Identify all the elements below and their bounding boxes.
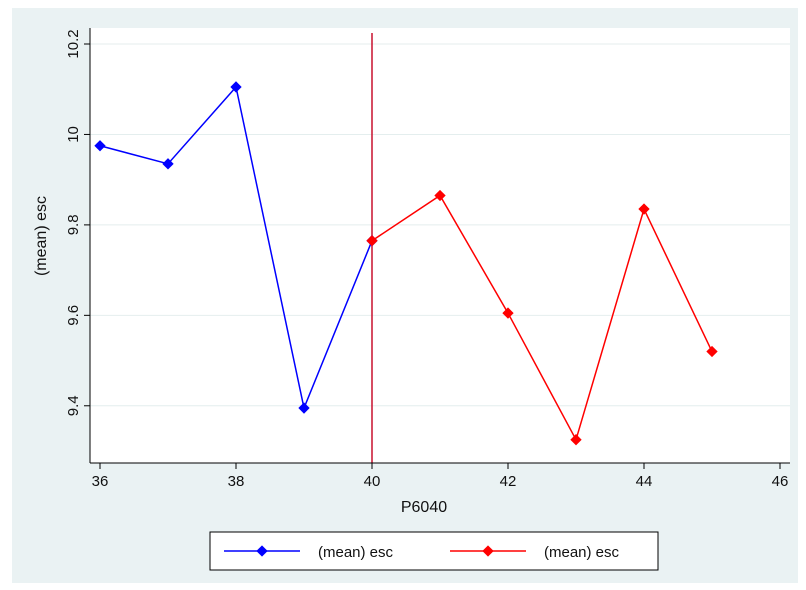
x-tick-label: 44 — [636, 473, 653, 490]
legend-label-1: (mean) esc — [318, 544, 394, 561]
x-tick-label: 46 — [772, 473, 789, 490]
legend-swatch-marker-1 — [256, 545, 268, 557]
data-point — [162, 158, 174, 170]
data-point — [706, 345, 718, 358]
data-point — [570, 434, 582, 446]
legend-swatch-marker-2 — [482, 545, 494, 557]
y-tick-label: 9.6 — [65, 305, 82, 326]
y-ticks: 9.4 9.6 9.8 10 10.2 — [65, 29, 90, 416]
axes — [89, 28, 790, 464]
data-point — [298, 402, 310, 414]
series-2 — [366, 189, 718, 446]
y-tick-label: 10.2 — [65, 29, 82, 58]
y-tick-label: 10 — [65, 126, 82, 143]
y-tick-label: 9.8 — [65, 214, 82, 235]
data-point — [638, 203, 650, 215]
x-tick-label: 42 — [500, 473, 517, 490]
x-ticks: 36 38 40 42 44 46 — [92, 463, 789, 490]
data-point — [434, 189, 446, 202]
gridlines — [90, 43, 790, 407]
plot-area — [90, 28, 790, 463]
y-axis-title: (mean) esc — [33, 196, 50, 276]
x-tick-label: 36 — [92, 473, 109, 490]
legend: (mean) esc (mean) esc — [209, 531, 659, 571]
data-point — [366, 235, 378, 247]
legend-label-2: (mean) esc — [544, 544, 620, 561]
data-point — [502, 307, 514, 319]
series-line — [371, 194, 713, 442]
x-axis-title: P6040 — [401, 499, 447, 516]
x-tick-label: 40 — [364, 473, 381, 490]
y-tick-label: 9.4 — [65, 395, 82, 416]
x-tick-label: 38 — [228, 473, 245, 490]
